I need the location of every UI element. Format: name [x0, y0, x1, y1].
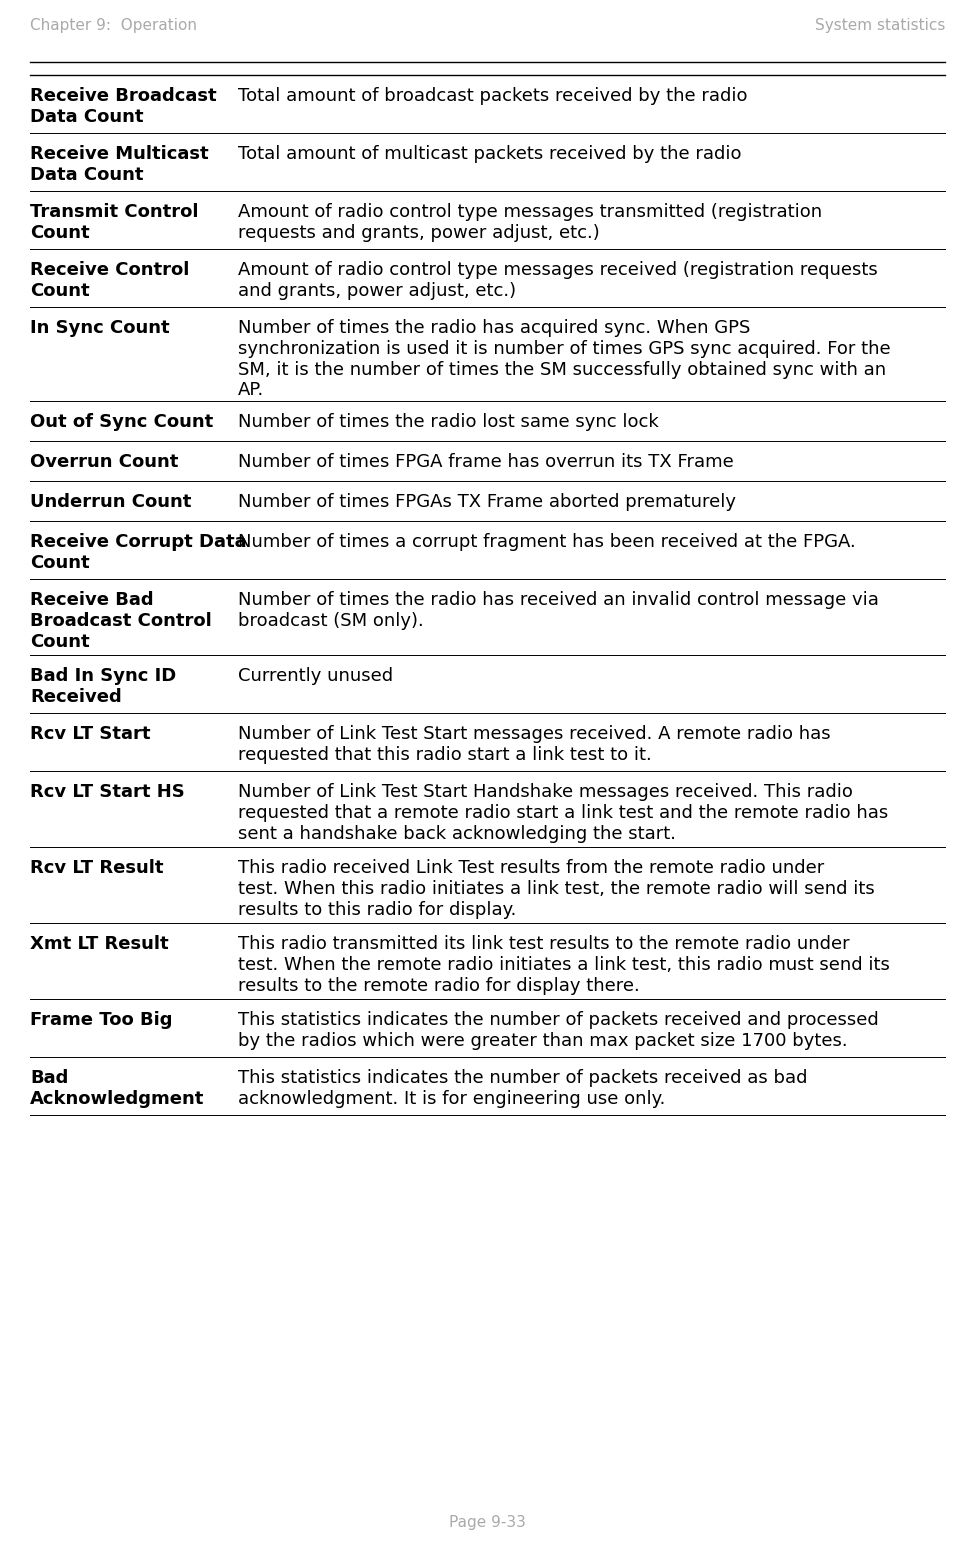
- Text: Frame Too Big: Frame Too Big: [30, 1011, 173, 1029]
- Text: Number of times the radio lost same sync lock: Number of times the radio lost same sync…: [238, 412, 659, 431]
- Text: Amount of radio control type messages received (registration requests
and grants: Amount of radio control type messages re…: [238, 261, 878, 300]
- Text: Chapter 9:  Operation: Chapter 9: Operation: [30, 19, 197, 33]
- Text: Amount of radio control type messages transmitted (registration
requests and gra: Amount of radio control type messages tr…: [238, 202, 822, 241]
- Text: Bad In Sync ID
Received: Bad In Sync ID Received: [30, 668, 176, 706]
- Text: Rcv LT Start: Rcv LT Start: [30, 725, 150, 744]
- Text: Xmt LT Result: Xmt LT Result: [30, 935, 169, 952]
- Text: Receive Corrupt Data
Count: Receive Corrupt Data Count: [30, 534, 247, 571]
- Text: Total amount of broadcast packets received by the radio: Total amount of broadcast packets receiv…: [238, 87, 748, 104]
- Text: Total amount of multicast packets received by the radio: Total amount of multicast packets receiv…: [238, 145, 742, 163]
- Text: Receive Bad
Broadcast Control
Count: Receive Bad Broadcast Control Count: [30, 591, 212, 650]
- Text: This statistics indicates the number of packets received as bad
acknowledgment. : This statistics indicates the number of …: [238, 1069, 807, 1108]
- Text: Number of times a corrupt fragment has been received at the FPGA.: Number of times a corrupt fragment has b…: [238, 534, 856, 551]
- Text: Number of times FPGA frame has overrun its TX Frame: Number of times FPGA frame has overrun i…: [238, 453, 734, 471]
- Text: Number of Link Test Start Handshake messages received. This radio
requested that: Number of Link Test Start Handshake mess…: [238, 783, 888, 843]
- Text: Receive Control
Count: Receive Control Count: [30, 261, 189, 300]
- Text: Out of Sync Count: Out of Sync Count: [30, 412, 214, 431]
- Text: Bad
Acknowledgment: Bad Acknowledgment: [30, 1069, 205, 1108]
- Text: Receive Multicast
Data Count: Receive Multicast Data Count: [30, 145, 209, 184]
- Text: In Sync Count: In Sync Count: [30, 319, 170, 338]
- Text: Transmit Control
Count: Transmit Control Count: [30, 202, 199, 241]
- Text: Receive Broadcast
Data Count: Receive Broadcast Data Count: [30, 87, 216, 126]
- Text: Number of Link Test Start messages received. A remote radio has
requested that t: Number of Link Test Start messages recei…: [238, 725, 831, 764]
- Text: Number of times the radio has received an invalid control message via
broadcast : Number of times the radio has received a…: [238, 591, 878, 630]
- Text: Rcv LT Start HS: Rcv LT Start HS: [30, 783, 184, 801]
- Text: Rcv LT Result: Rcv LT Result: [30, 859, 164, 878]
- Text: Number of times the radio has acquired sync. When GPS
synchronization is used it: Number of times the radio has acquired s…: [238, 319, 890, 400]
- Text: This radio received Link Test results from the remote radio under
test. When thi: This radio received Link Test results fr…: [238, 859, 875, 918]
- Text: Underrun Count: Underrun Count: [30, 493, 191, 510]
- Text: This statistics indicates the number of packets received and processed
by the ra: This statistics indicates the number of …: [238, 1011, 878, 1050]
- Text: Number of times FPGAs TX Frame aborted prematurely: Number of times FPGAs TX Frame aborted p…: [238, 493, 736, 510]
- Text: This radio transmitted its link test results to the remote radio under
test. Whe: This radio transmitted its link test res…: [238, 935, 890, 994]
- Text: Page 9-33: Page 9-33: [449, 1516, 526, 1530]
- Text: System statistics: System statistics: [815, 19, 945, 33]
- Text: Overrun Count: Overrun Count: [30, 453, 178, 471]
- Text: Currently unused: Currently unused: [238, 668, 393, 685]
